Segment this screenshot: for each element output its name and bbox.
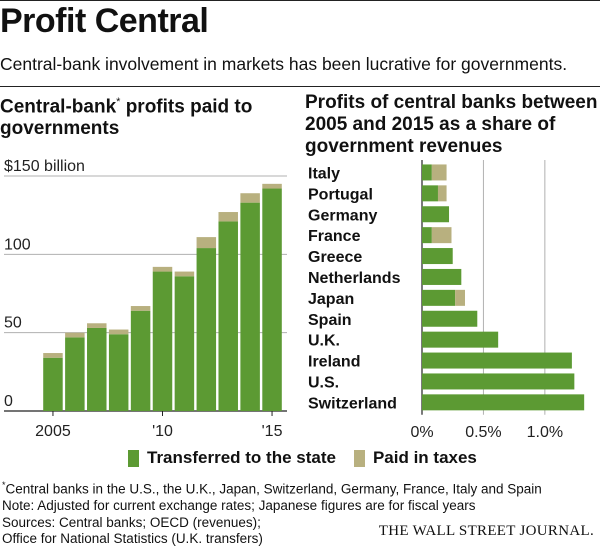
x-tick-label: 2005 — [35, 423, 71, 440]
legend: Transferred to the state Paid in taxes — [128, 447, 495, 469]
legend-transferred-label: Transferred to the state — [147, 448, 336, 467]
bar-paid-taxes — [240, 193, 260, 203]
bar-transferred — [422, 248, 453, 265]
right-chart-title: Profits of central banks between 2005 an… — [305, 92, 598, 157]
bar-paid-taxes — [196, 237, 217, 249]
bar-transferred — [422, 394, 585, 411]
x-tick-label: '15 — [262, 423, 283, 440]
y-tick-label: 50 — [4, 315, 22, 332]
bar-transferred — [422, 373, 575, 390]
x-tick-label: '10 — [152, 423, 173, 440]
bar-paid-taxes — [437, 185, 447, 202]
bar-transferred — [108, 334, 129, 411]
top-rule — [0, 0, 600, 1]
bar-paid-taxes — [108, 329, 129, 335]
bar-transferred — [65, 337, 85, 411]
country-label: Greece — [308, 249, 362, 266]
x-tick-label: 0% — [410, 424, 433, 441]
left-chart-title: Central-bank* profits paid to government… — [0, 91, 290, 140]
publisher-logo: THE WALL STREET JOURNAL. — [378, 523, 594, 539]
legend-paid-swatch — [353, 449, 365, 467]
country-label: Netherlands — [308, 270, 401, 287]
bar-transferred — [87, 327, 107, 411]
bar-transferred — [422, 352, 572, 369]
bar-transferred — [152, 271, 173, 411]
x-tick-label: 1.0% — [527, 424, 563, 441]
bar-transferred — [218, 221, 238, 411]
bar-transferred — [422, 331, 499, 348]
left-chart-title-asterisk: * — [116, 96, 121, 108]
bar-paid-taxes — [431, 227, 452, 244]
share-of-revenue-chart: 0% 0.5% 1.0% Italy Portugal Germany France Gree… — [308, 160, 585, 441]
country-label: Germany — [308, 207, 377, 224]
legend-transferred: Transferred to the state — [128, 448, 336, 468]
bar-transferred — [240, 202, 260, 411]
footnote-asterisk: * — [2, 480, 6, 490]
bar-paid-taxes — [43, 353, 63, 358]
y-tick-label: $150 billion — [4, 158, 85, 175]
country-label: France — [308, 228, 361, 245]
bar-paid-taxes — [65, 332, 85, 338]
legend-transferred-swatch — [128, 449, 139, 467]
legend-paid: Paid in taxes — [353, 448, 477, 468]
bar-transferred — [130, 310, 151, 411]
sources-line-2: Office for National Statistics (U.K. tra… — [2, 531, 263, 546]
country-label: Switzerland — [308, 395, 397, 412]
y-tick-label: 100 — [4, 236, 31, 253]
legend-paid-label: Paid in taxes — [372, 448, 477, 467]
bar-transferred — [422, 268, 462, 285]
page-title: Profit Central — [0, 2, 209, 40]
bar-transferred — [422, 206, 450, 223]
sources-line-1: Sources: Central banks; OECD (revenues); — [2, 514, 261, 530]
bar-paid-taxes — [130, 306, 151, 311]
bar-transferred — [196, 248, 217, 411]
left-chart-title-part2: profits paid to governments — [0, 96, 253, 140]
bar-transferred — [422, 310, 478, 327]
country-label: Portugal — [308, 186, 373, 203]
bar-paid-taxes — [455, 289, 465, 306]
bar-paid-taxes — [431, 164, 447, 181]
page-subtitle: Central-bank involvement in markets has … — [0, 54, 568, 74]
left-chart-title-part1: Central-bank — [0, 96, 117, 118]
bar-paid-taxes — [174, 271, 195, 277]
y-tick-label: 0 — [4, 393, 13, 410]
bar-transferred — [422, 185, 438, 202]
country-label: U.S. — [308, 374, 339, 391]
country-label: U.K. — [308, 333, 340, 350]
bar-paid-taxes — [87, 323, 107, 328]
country-label: Italy — [308, 165, 340, 182]
bar-transferred — [174, 276, 195, 411]
country-label: Spain — [308, 312, 352, 329]
bar-paid-taxes — [218, 212, 238, 222]
profits-bar-chart: 0 50 100 $150 billion 2005 '10 '15 — [4, 158, 287, 440]
bar-transferred — [422, 227, 432, 244]
bar-transferred — [422, 164, 432, 181]
country-label: Ireland — [308, 354, 360, 371]
footnotes: *Central banks in the U.S., the U.K., Ja… — [2, 477, 542, 548]
bar-transferred — [43, 357, 63, 411]
country-label: Japan — [308, 291, 354, 308]
bar-transferred — [422, 289, 456, 306]
title-divider — [0, 86, 600, 87]
footnote-asterisk-line: *Central banks in the U.S., the U.K., Ja… — [2, 477, 542, 498]
bar-paid-taxes — [262, 183, 282, 189]
adjustment-note: Note: Adjusted for current exchange rate… — [2, 498, 476, 513]
footnote-text: Central banks in the U.S., the U.K., Jap… — [5, 481, 542, 497]
bar-paid-taxes — [152, 266, 173, 272]
bar-transferred — [262, 188, 282, 411]
x-tick-label: 0.5% — [465, 424, 501, 441]
